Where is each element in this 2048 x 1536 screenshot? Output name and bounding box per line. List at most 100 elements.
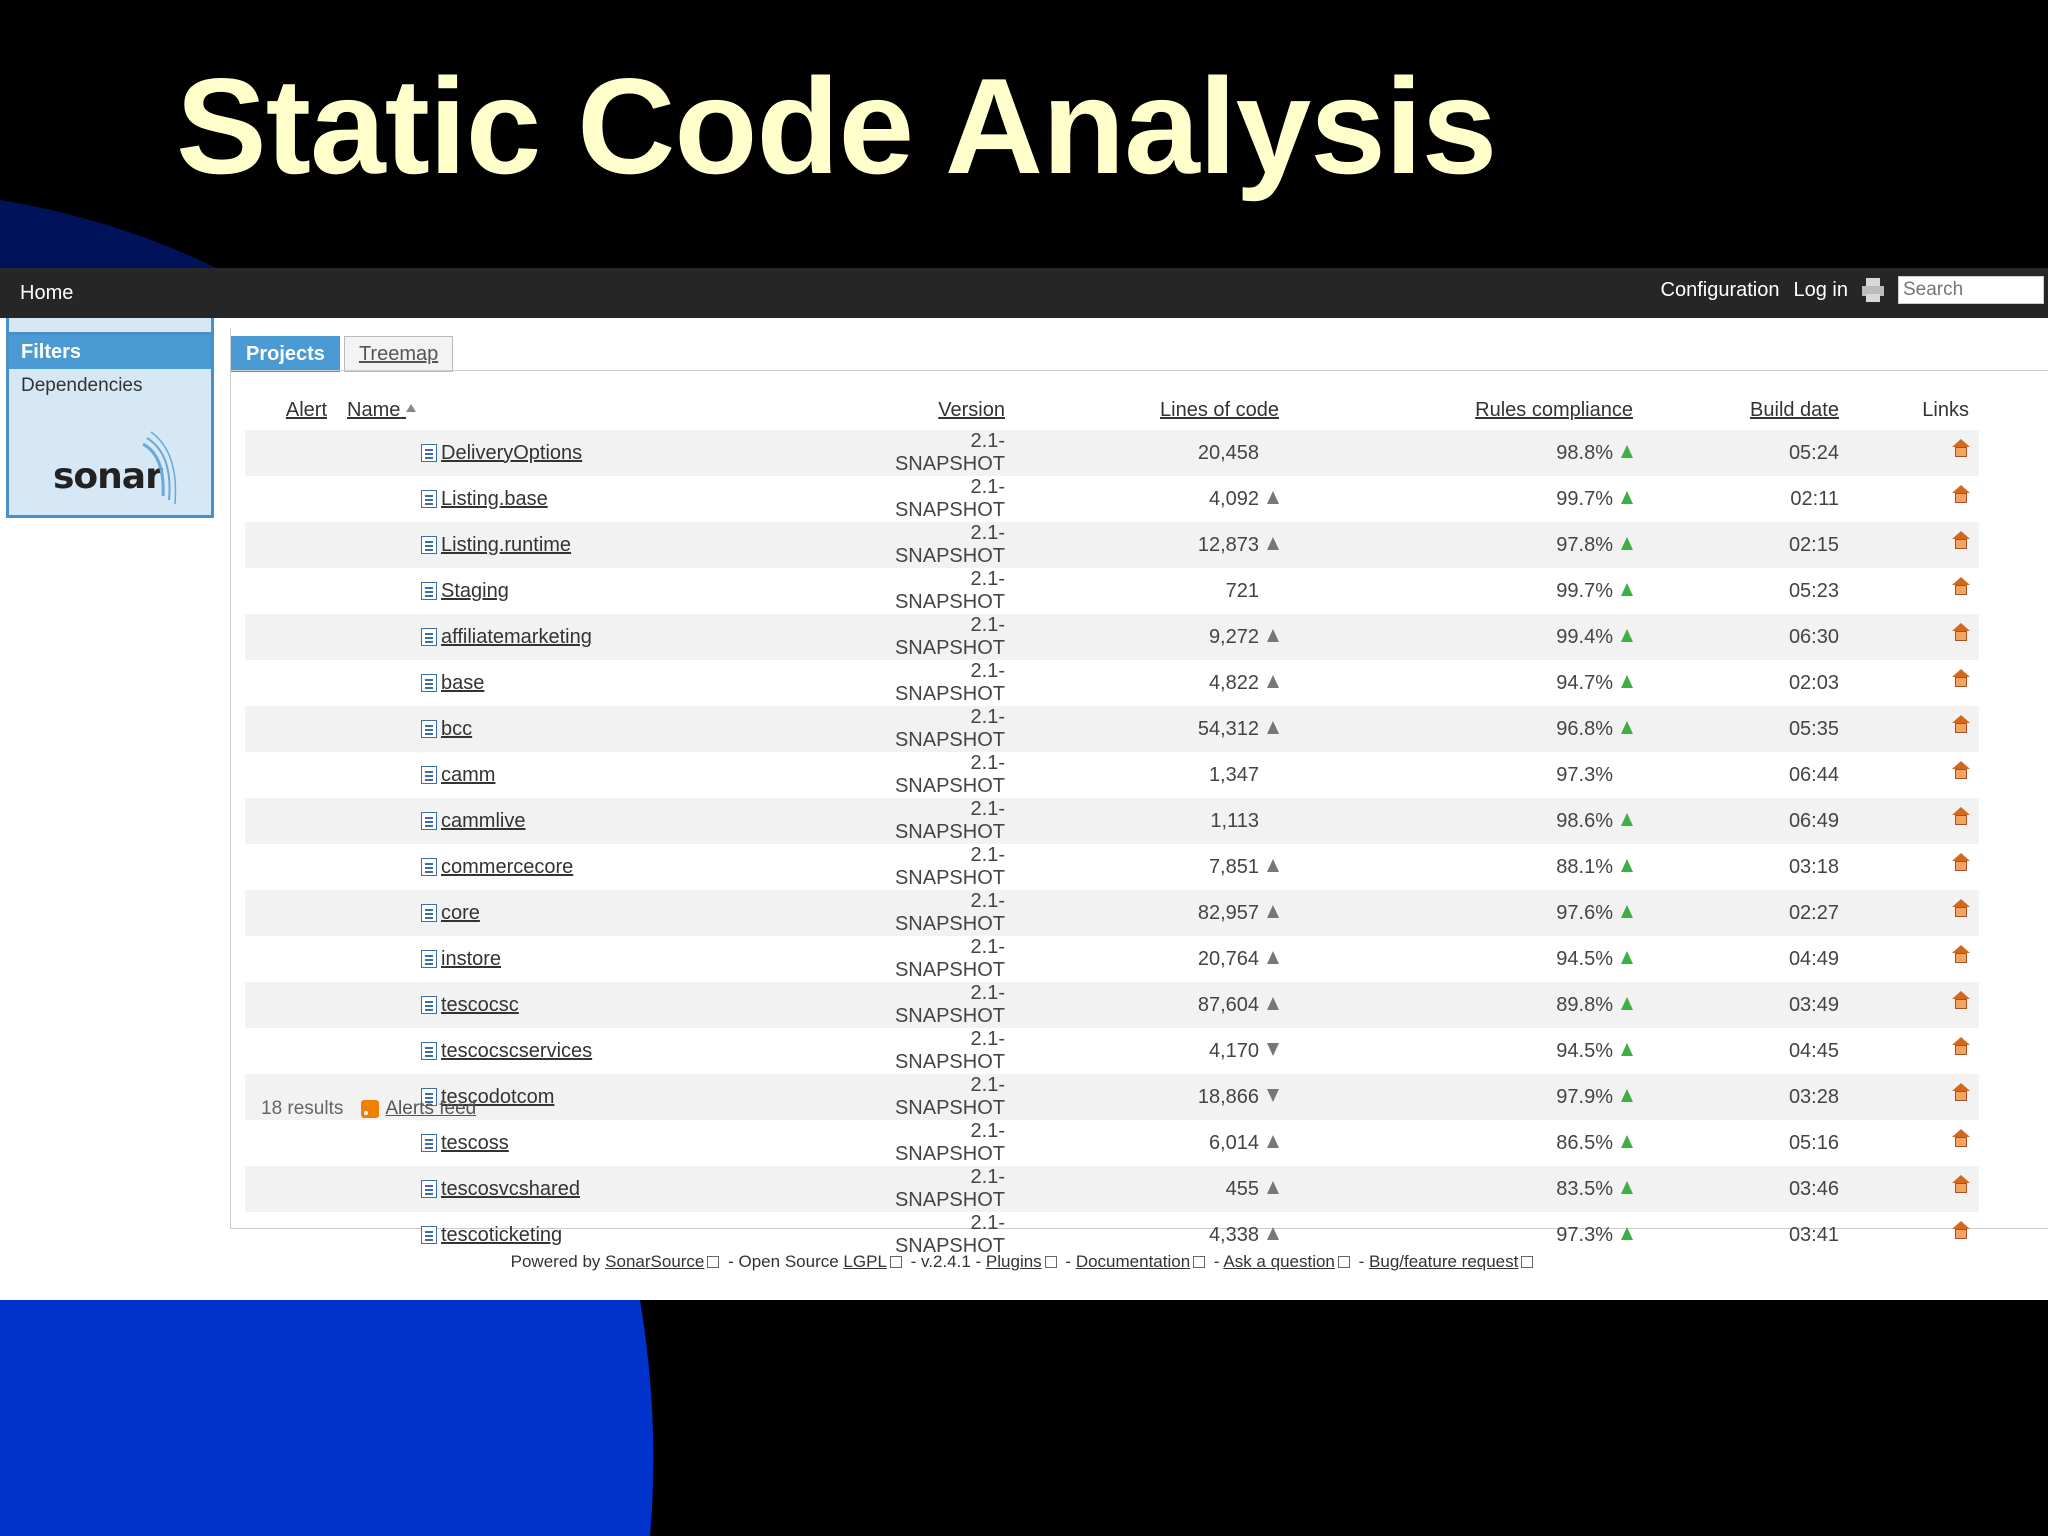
project-link[interactable]: cammlive [441,809,526,832]
sonarsource-link[interactable]: SonarSource [605,1252,705,1271]
project-link[interactable]: DeliveryOptions [441,441,583,464]
external-link-icon [707,1256,720,1268]
documentation-link[interactable]: Documentation [1075,1252,1191,1271]
col-version[interactable]: Version [938,398,1005,421]
links-cell [1839,1074,1979,1120]
trend-up-icon [1267,996,1279,1010]
name-cell: Listing.base [337,476,867,522]
project-link[interactable]: core [441,901,480,924]
home-link-icon[interactable] [1952,1082,1970,1103]
home-link-icon[interactable] [1952,1128,1970,1149]
project-link[interactable]: Listing.base [441,487,548,510]
name-cell: instore [337,936,867,982]
printer-icon[interactable] [1862,278,1884,302]
home-link-icon[interactable] [1952,484,1970,505]
project-icon [421,1133,437,1152]
tab-projects[interactable]: Projects [231,336,340,372]
home-link-icon[interactable] [1952,944,1970,965]
project-icon [421,627,437,646]
project-link[interactable]: bcc [441,717,473,740]
home-link-icon[interactable] [1952,668,1970,689]
build-date-cell: 03:46 [1633,1166,1839,1212]
bug-request-link[interactable]: Bug/feature request [1369,1252,1519,1271]
rules-cell: 98.8% [1279,430,1633,476]
tab-treemap[interactable]: Treemap [343,336,454,372]
col-alert[interactable]: Alert [285,398,327,421]
trend-up-icon [1621,444,1633,458]
ask-question-link[interactable]: Ask a question [1223,1252,1335,1271]
links-cell [1839,522,1979,568]
home-link-icon[interactable] [1952,898,1970,919]
lgpl-link[interactable]: LGPL [843,1252,887,1271]
project-link[interactable]: tescocscservices [441,1039,593,1062]
project-link[interactable]: Listing.runtime [441,533,572,556]
home-link-icon[interactable] [1952,990,1970,1011]
alert-cell [245,752,337,798]
home-link-icon[interactable] [1952,852,1970,873]
login-link[interactable]: Log in [1793,278,1849,301]
sidebar-item-dependencies[interactable]: Dependencies [21,375,143,396]
project-link[interactable]: camm [441,763,496,786]
alerts-feed-link[interactable]: Alerts feed [385,1098,477,1119]
home-link-icon[interactable] [1952,530,1970,551]
version-cell: 2.1-SNAPSHOT [867,522,1005,568]
trend-up-icon [1621,1042,1633,1056]
build-date-cell: 05:24 [1633,430,1839,476]
name-cell: bcc [337,706,867,752]
plugins-link[interactable]: Plugins [985,1252,1042,1271]
build-date-cell: 03:18 [1788,855,1839,878]
home-link-icon[interactable] [1952,760,1970,781]
loc-cell: 6,014 [1005,1120,1279,1166]
name-cell: tescocsc [337,982,867,1028]
links-cell [1839,1120,1979,1166]
build-date-cell: 02:03 [1788,671,1839,694]
sidebar-item-filters[interactable]: Filters [9,335,211,369]
name-cell: camm [337,752,867,798]
col-build-date[interactable]: Build date [1750,398,1839,421]
configuration-link[interactable]: Configuration [1660,278,1780,301]
sonar-logo: sonar [53,456,163,497]
home-link-icon[interactable] [1952,576,1970,597]
home-link-icon[interactable] [1952,1174,1970,1195]
home-link-icon[interactable] [1952,714,1970,735]
loc-cell: 4,822 [1005,660,1279,706]
col-name[interactable]: Name [337,390,867,430]
home-link-icon[interactable] [1952,622,1970,643]
project-link[interactable]: instore [441,947,502,970]
loc-cell: 12,873 [1005,522,1279,568]
search-input[interactable] [1898,276,2044,304]
rules-cell: 97.3% [1556,763,1613,786]
home-link-icon[interactable] [1952,438,1970,459]
home-link-icon[interactable] [1952,1036,1970,1057]
project-link[interactable]: tescoticketing [441,1223,563,1246]
project-link[interactable]: commercecore [441,855,574,878]
name-cell: tescosvcshared [337,1166,867,1212]
table-row: Listing.runtime 2.1-SNAPSHOT 12,873 97.8% 02… [245,522,1979,568]
project-link[interactable]: Staging [441,579,509,602]
alert-cell [245,890,337,936]
col-rules-compliance[interactable]: Rules compliance [1475,398,1633,421]
home-link-icon[interactable] [1952,1220,1970,1241]
project-link[interactable]: affiliatemarketing [441,625,592,648]
projects-panel: Projects Treemap Alert Name Version Line… [230,328,2048,1257]
trend-up-icon [1621,720,1633,734]
trend-up-icon [1621,536,1633,550]
project-icon [421,903,437,922]
home-link[interactable]: Home [20,282,74,304]
loc-cell: 7,851 [1005,844,1279,890]
col-lines-of-code[interactable]: Lines of code [1160,398,1279,421]
home-link-icon[interactable] [1952,806,1970,827]
table-row: tescocsc 2.1-SNAPSHOT 87,604 89.8% 03:49 [245,982,1979,1028]
rss-feed-icon[interactable] [361,1100,380,1118]
links-cell [1839,844,1979,890]
project-link[interactable]: tescoss [441,1131,509,1154]
trend-up-icon [1621,1226,1633,1240]
links-cell [1839,706,1979,752]
footer: Powered by SonarSource - Open Source LGP… [0,1252,2048,1272]
external-link-icon [889,1256,902,1268]
project-link[interactable]: tescocsc [441,993,519,1016]
sonar-logo-arcs-icon [142,431,177,505]
project-link[interactable]: tescosvcshared [441,1177,580,1200]
project-link[interactable]: base [441,671,485,694]
project-link[interactable]: tescodotcom [441,1085,555,1108]
